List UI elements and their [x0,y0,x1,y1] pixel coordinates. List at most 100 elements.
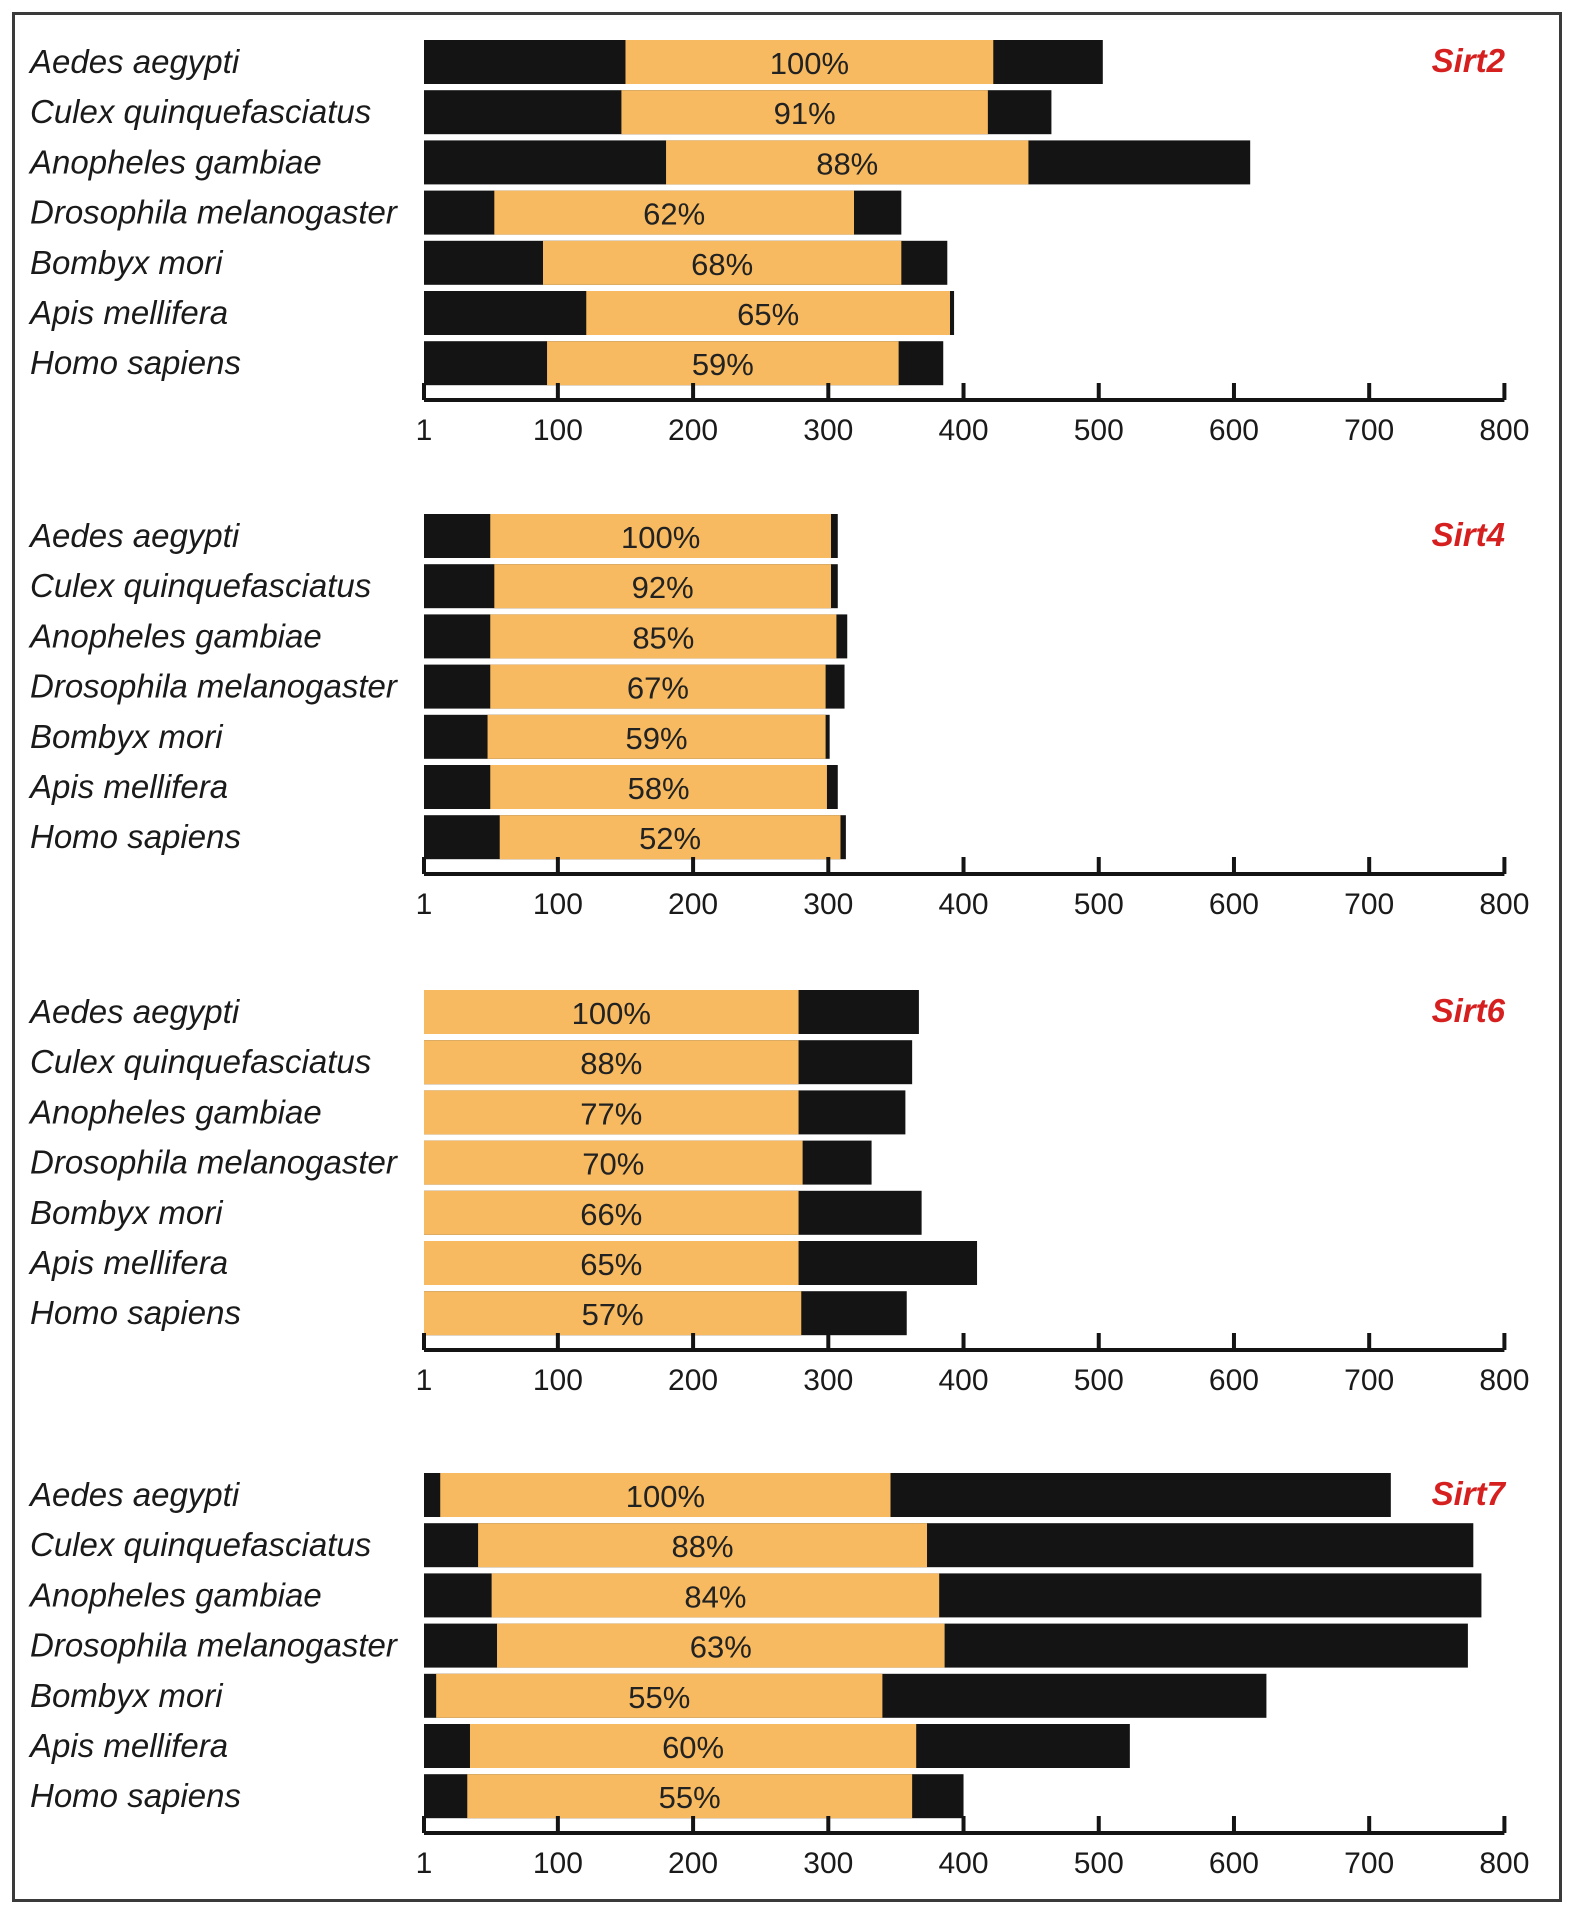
identity-label: 59% [692,347,754,382]
identity-label: 58% [628,771,690,806]
x-tick-label: 500 [1074,1364,1124,1397]
x-tick-label: 200 [668,414,718,447]
x-tick-label: 300 [803,1364,853,1397]
x-tick-label: 400 [938,888,988,921]
conserved-domain-bar [491,1573,940,1618]
x-tick-label: 700 [1344,1847,1394,1880]
gene-title: Sirt7 [1432,1475,1507,1512]
x-tick-label: 300 [803,888,853,921]
species-label: Homo sapiens [30,1294,241,1331]
species-label: Aedes aegypti [28,993,241,1030]
identity-label: 85% [632,620,694,655]
conserved-domain-bar [497,1623,945,1668]
identity-label: 68% [691,247,753,282]
species-label: Aedes aegypti [28,517,241,554]
x-tick-label: 300 [803,1847,853,1880]
conserved-domain-bar [542,240,902,285]
x-tick-label: 800 [1479,1847,1529,1880]
identity-label: 70% [582,1147,644,1182]
species-label: Anopheles gambiae [28,143,322,180]
x-tick-label: 400 [938,1364,988,1397]
species-label: Bombyx mori [30,1194,224,1231]
x-tick-label: 1 [416,1364,433,1397]
identity-label: 52% [639,821,701,856]
conserved-domain-bar [494,190,854,235]
x-tick-label: 200 [668,1847,718,1880]
x-tick-label: 700 [1344,414,1394,447]
species-label: Apis mellifera [28,294,228,331]
identity-label: 88% [580,1046,642,1081]
species-label: Culex quinquefasciatus [30,93,371,130]
x-tick-label: 400 [938,1847,988,1880]
species-label: Homo sapiens [30,344,241,381]
species-label: Bombyx mori [30,718,224,755]
conserved-domain-bar [424,1291,802,1336]
x-tick-label: 100 [533,1847,583,1880]
conserved-domain-bar [625,40,994,84]
x-tick-label: 500 [1074,414,1124,447]
species-label: Bombyx mori [30,244,224,281]
species-label: Apis mellifera [28,768,228,805]
conserved-domain-bar [424,1241,799,1285]
identity-label: 60% [662,1730,724,1765]
identity-label: 91% [774,96,836,131]
x-tick-label: 500 [1074,1847,1124,1880]
x-tick-label: 700 [1344,1364,1394,1397]
species-label: Homo sapiens [30,818,241,855]
conserved-domain-bar [436,1673,883,1718]
identity-label: 65% [580,1247,642,1282]
identity-label: 84% [684,1579,746,1614]
conserved-domain-bar [494,564,832,609]
x-tick-label: 100 [533,888,583,921]
identity-label: 65% [737,297,799,332]
conserved-domain-bar [469,1724,917,1768]
identity-label: 100% [626,1479,705,1514]
identity-label: 100% [770,46,849,81]
species-label: Drosophila melanogaster [30,1144,399,1181]
species-label: Bombyx mori [30,1677,224,1714]
x-tick-label: 600 [1209,1364,1259,1397]
conserved-domain-bar [424,990,799,1034]
species-label: Anopheles gambiae [28,1093,322,1130]
conserved-domain-bar [487,714,826,759]
conserved-domain-bar [490,514,832,558]
conserved-domain-bar [424,1140,803,1185]
identity-label: 57% [582,1297,644,1332]
x-tick-label: 1 [416,1847,433,1880]
x-tick-label: 400 [938,414,988,447]
species-label: Homo sapiens [30,1777,241,1814]
species-label: Culex quinquefasciatus [30,1043,371,1080]
identity-label: 92% [632,570,694,605]
x-tick-label: 100 [533,414,583,447]
species-label: Anopheles gambiae [28,1576,322,1613]
x-tick-label: 300 [803,414,853,447]
identity-label: 77% [580,1096,642,1131]
conserved-domain-bar [424,1040,799,1085]
species-label: Aedes aegypti [28,43,241,80]
species-label: Aedes aegypti [28,1476,241,1513]
x-tick-label: 700 [1344,888,1394,921]
x-tick-label: 1 [416,888,433,921]
identity-label: 63% [690,1630,752,1665]
gene-title: Sirt4 [1432,516,1505,553]
identity-label: 100% [572,996,651,1031]
identity-label: 59% [626,721,688,756]
x-tick-label: 600 [1209,414,1259,447]
x-tick-label: 200 [668,1364,718,1397]
conserved-domain-bar [424,1190,799,1235]
species-label: Culex quinquefasciatus [30,567,371,604]
conserved-domain-bar [424,1090,799,1135]
species-label: Apis mellifera [28,1244,228,1281]
species-label: Drosophila melanogaster [30,1627,399,1664]
gene-title: Sirt2 [1432,42,1506,79]
conserved-domain-bar [467,1774,913,1819]
conserved-domain-bar [440,1473,891,1517]
conserved-domain-bar [666,140,1029,185]
species-label: Drosophila melanogaster [30,194,399,231]
gene-title: Sirt6 [1432,992,1506,1029]
x-tick-label: 1 [416,414,433,447]
conserved-domain-bar [547,341,899,386]
conserved-domain-bar [490,614,837,659]
identity-label: 100% [621,520,700,555]
